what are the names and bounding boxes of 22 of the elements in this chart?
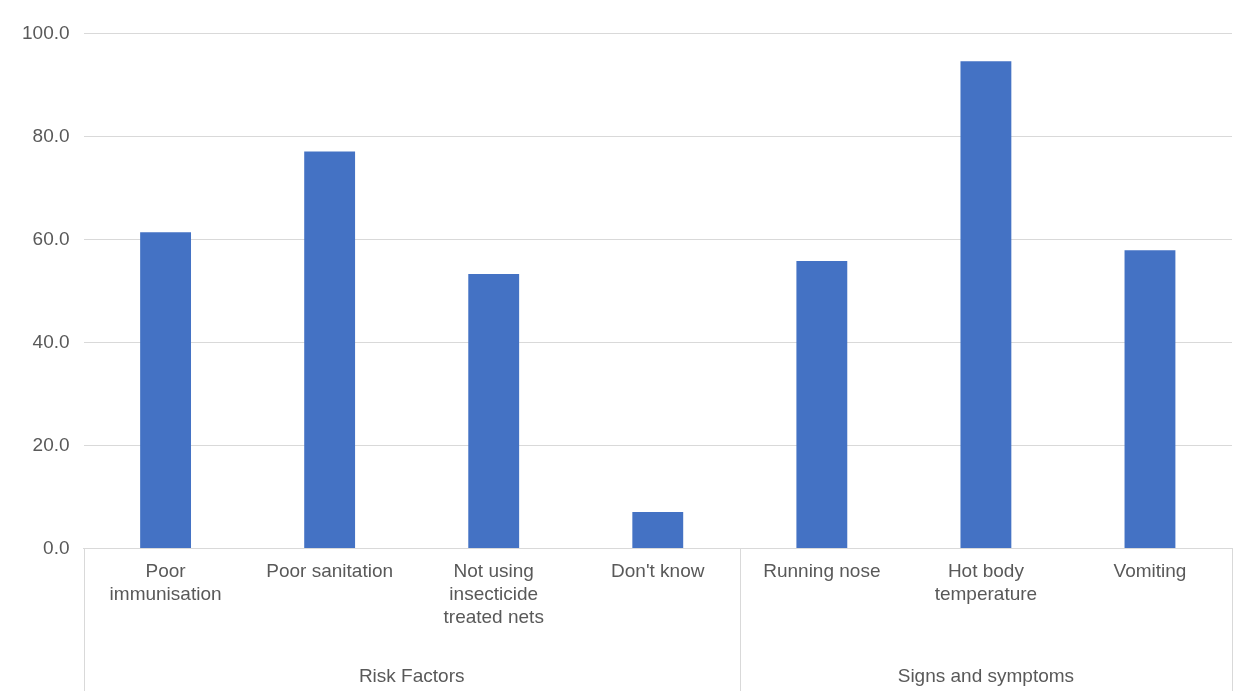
y-tick-label: 20.0 [32, 433, 70, 455]
y-tick-label: 100.0 [22, 21, 70, 43]
x-tick-label: Not using insecticide treated nets [443, 560, 544, 627]
x-tick-label: Poor sanitation [266, 560, 394, 582]
bar [140, 232, 192, 549]
x-tick-label: Running nose [763, 560, 881, 582]
y-tick-label: 80.0 [32, 124, 70, 146]
bar [468, 274, 520, 549]
x-tick-label: Vomiting [1113, 560, 1187, 582]
bar [632, 512, 684, 549]
y-tick-label: 0.0 [43, 536, 70, 558]
bar [796, 261, 848, 549]
y-tick-label: 40.0 [32, 330, 70, 352]
text: Risk Factors [358, 665, 465, 687]
x-tick-label: Poor immunisation [109, 560, 222, 605]
text: Signs and symptoms [897, 665, 1075, 687]
x-tick-label: Don't know [611, 560, 705, 582]
bar [304, 151, 356, 549]
bar [960, 61, 1012, 549]
bar [1124, 250, 1176, 549]
y-tick-label: 60.0 [32, 227, 70, 249]
x-tick-label: Hot body temperature [934, 560, 1038, 605]
